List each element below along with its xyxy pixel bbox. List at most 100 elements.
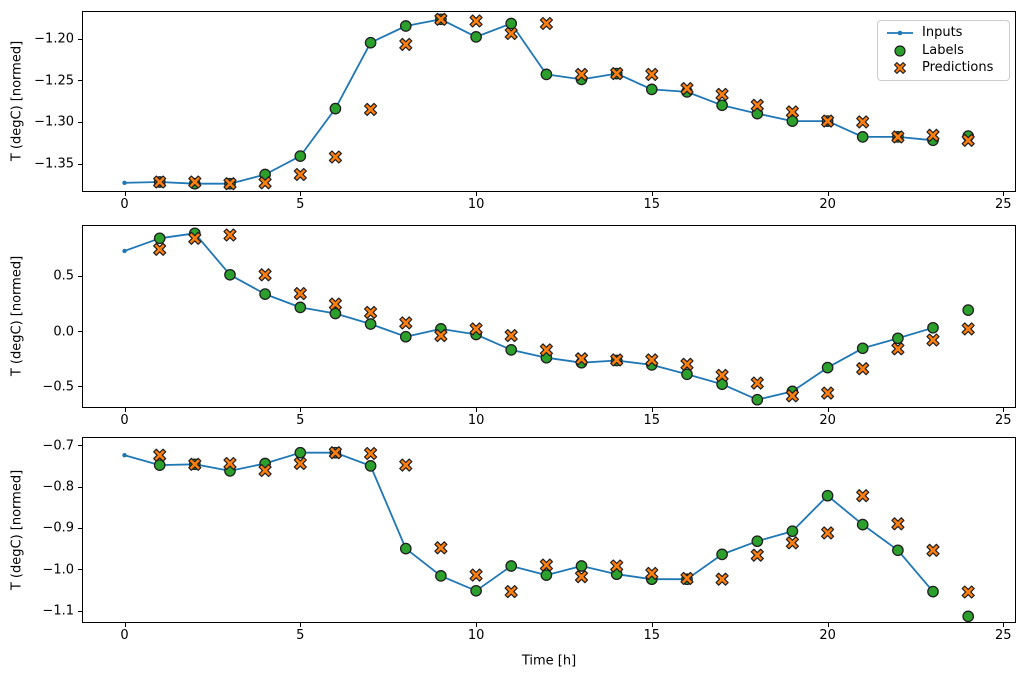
axes-spines (82, 11, 1016, 192)
predictions-x-marker (961, 585, 975, 599)
predictions-x-marker (574, 67, 589, 82)
predictions-x-marker (153, 448, 167, 462)
predictions-x-marker (785, 389, 800, 403)
x-tick-label: 0 (120, 197, 129, 212)
predictions-x-marker (434, 12, 448, 26)
y-tick-label: −0.9 (42, 520, 74, 536)
predictions-x-marker (645, 353, 659, 367)
y-tick-mark (78, 163, 82, 165)
predictions-x-marker (574, 352, 589, 366)
predictions-x-marker (328, 297, 342, 311)
x-tick-mark (124, 192, 126, 196)
predictions-x-marker (539, 343, 553, 357)
predictions-x-marker (820, 114, 835, 128)
inputs-line (123, 451, 934, 593)
inputs-dot-marker (122, 453, 127, 458)
labels-circle-marker (294, 446, 307, 459)
x-tick-mark (124, 623, 126, 627)
x-tick-mark (300, 408, 302, 412)
x-tick-mark (1003, 623, 1005, 627)
labels-circle-marker (399, 542, 412, 555)
predictions-x-marker (574, 570, 589, 584)
predictions-x-marker (891, 342, 905, 356)
predictions-x-marker (715, 87, 729, 102)
y-tick-mark (78, 486, 82, 488)
legend: Inputs Labels Predictions (877, 20, 1010, 81)
x-tick-mark (651, 192, 653, 196)
labels-circle-marker (681, 368, 693, 381)
labels-circle-marker (294, 301, 307, 314)
labels-circle-marker (927, 321, 939, 334)
inputs-line-sample-icon (887, 30, 913, 36)
x-tick-label: 15 (643, 413, 661, 428)
predictions-x-marker (504, 26, 518, 41)
legend-row-inputs: Inputs (885, 24, 1003, 42)
labels-circle-marker (751, 393, 764, 406)
predictions-x-marker (539, 558, 553, 572)
x-tick-mark (300, 623, 302, 627)
predictions-x-marker (293, 167, 307, 182)
predictions-x-marker (645, 67, 659, 82)
y-tick-label: −1.30 (34, 114, 74, 130)
x-tick-mark (827, 623, 829, 627)
legend-label-inputs: Inputs (922, 24, 963, 40)
labels-circle-marker (224, 268, 236, 281)
predictions-x-sample-icon (893, 61, 907, 75)
predictions-x-marker (785, 105, 800, 119)
y-tick-mark (78, 610, 82, 612)
predictions-x-marker (715, 572, 729, 586)
x-tick-mark (651, 408, 653, 412)
predictions-x-marker (469, 568, 483, 582)
x-tick-mark (1003, 408, 1005, 412)
predictions-x-marker (258, 268, 272, 282)
predictions-x-marker (469, 322, 483, 336)
predictions-x-marker (223, 456, 237, 471)
x-tick-mark (476, 192, 478, 196)
labels-circle-marker (856, 131, 869, 143)
labels-circle-marker (505, 344, 518, 356)
labels-circle-marker (153, 232, 166, 245)
predictions-x-marker (610, 66, 624, 81)
predictions-x-marker (223, 177, 237, 191)
x-tick-label: 0 (120, 413, 129, 428)
y-tick-label: 0.0 (53, 324, 74, 340)
legend-label-labels: Labels (922, 42, 964, 58)
y-tick-mark (78, 80, 82, 82)
predictions-x-marker (328, 446, 342, 460)
predictions-x-marker (434, 328, 448, 343)
x-tick-label: 25 (995, 413, 1012, 428)
predictions-x-marker (223, 228, 237, 242)
predictions-x-marker (961, 133, 975, 147)
labels-circle-marker (505, 560, 518, 572)
labels-circle-marker (962, 610, 975, 623)
labels-circle-marker (575, 560, 588, 572)
predictions-x-marker (153, 175, 167, 189)
x-tick-label: 10 (467, 197, 485, 212)
predictions-x-marker (750, 376, 764, 390)
predictions-x-marker (293, 456, 307, 471)
y-tick-mark (78, 38, 82, 40)
labels-circle-marker (399, 20, 412, 32)
x-tick-mark (827, 408, 829, 412)
predictions-x-marker (188, 175, 202, 189)
y-axis-label-1: T (degC) [normed] (9, 40, 25, 162)
predictions-x-marker (364, 446, 378, 461)
x-tick-label: 15 (643, 197, 661, 212)
x-tick-mark (651, 623, 653, 627)
labels-circle-marker (259, 288, 271, 300)
predictions-x-marker (188, 231, 202, 245)
y-tick-mark (78, 569, 82, 571)
x-tick-label: 20 (819, 628, 836, 643)
labels-circle-marker (927, 585, 939, 598)
subplot-2-canvas (82, 225, 1016, 408)
predictions-x-marker (469, 14, 483, 28)
x-tick-mark (476, 408, 478, 412)
predictions-x-marker (750, 548, 764, 562)
predictions-x-marker (399, 458, 413, 472)
x-tick-mark (300, 192, 302, 196)
x-tick-label: 10 (467, 413, 485, 428)
x-tick-mark (476, 623, 478, 627)
x-tick-label: 5 (296, 413, 305, 428)
labels-circle-marker (470, 31, 482, 43)
y-tick-mark (78, 386, 82, 388)
